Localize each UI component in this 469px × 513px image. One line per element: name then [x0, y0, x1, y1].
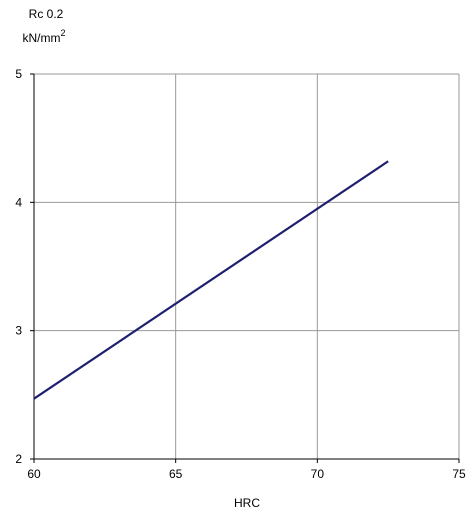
- x-axis-title: HRC: [234, 496, 260, 510]
- y-axis-unit-base: kN/mm: [22, 31, 60, 45]
- y-tick-label: 3: [15, 324, 22, 338]
- y-axis-title-line2: kN/mm2: [22, 28, 65, 45]
- x-tick-label: 75: [452, 467, 466, 481]
- tick-label-layer: 2 3 4 5 60 65 70 75: [15, 67, 466, 481]
- y-tick-label: 5: [15, 67, 22, 81]
- y-axis-title-line1: Rc 0.2: [29, 7, 64, 21]
- series-layer: [33, 160, 389, 400]
- series-line: [33, 160, 389, 400]
- y-tick-label: 4: [15, 195, 22, 209]
- y-axis-unit-superscript: 2: [60, 28, 65, 38]
- axes-layer: [30, 73, 460, 463]
- x-tick-label: 60: [27, 467, 41, 481]
- x-tick-label: 65: [169, 467, 183, 481]
- x-tick-label: 70: [311, 467, 325, 481]
- grid-layer: [34, 73, 460, 459]
- y-tick-label: 2: [15, 452, 22, 466]
